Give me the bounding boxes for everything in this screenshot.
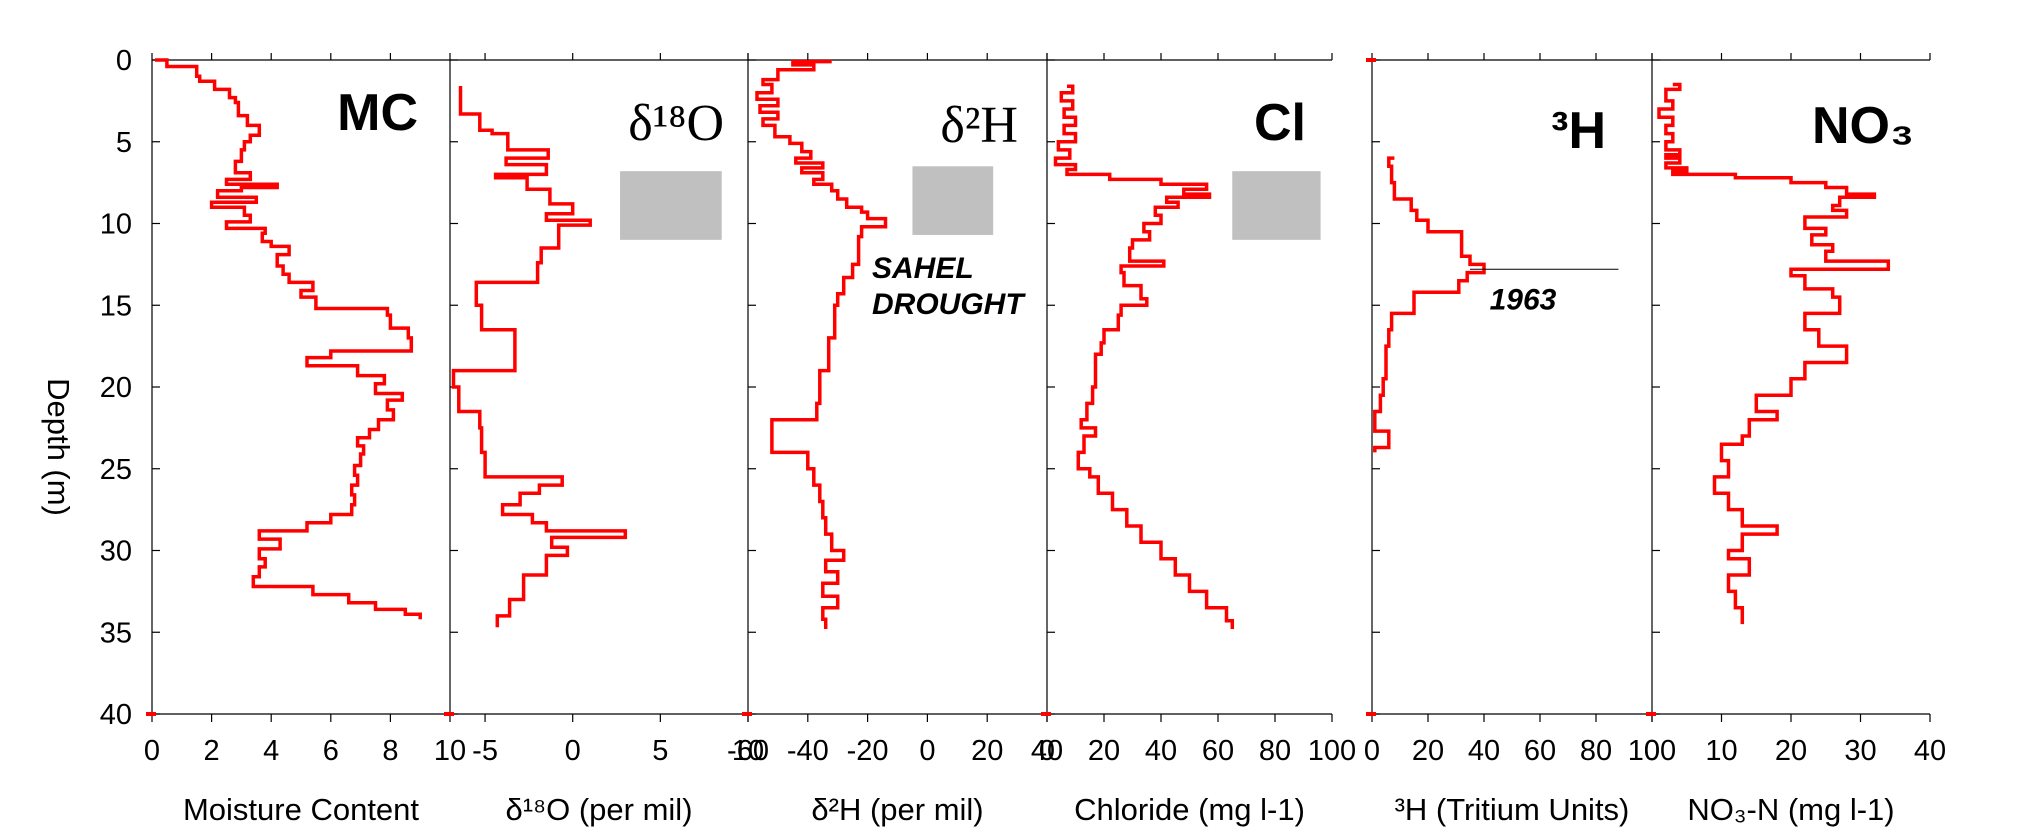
x-axis-title-h3: ³H (Tritium Units) [1395, 792, 1630, 827]
annotation-1963: 1963 [1490, 283, 1557, 316]
x-axis-title-no3: NO₃-N (mg l-1) [1687, 792, 1894, 827]
x-tick-label-h3: 80 [1580, 735, 1612, 767]
x-tick-label-mc: 4 [263, 735, 279, 767]
x-tick-label-h3: 0 [1364, 735, 1380, 767]
panel-title-d2h: δ²H [940, 97, 1018, 154]
profile-line-cl [1053, 84, 1235, 629]
panel-title-cl: Cl [1254, 94, 1306, 152]
x-tick-label-h3: 100 [1628, 735, 1676, 767]
axis-marker-d2h [742, 712, 752, 716]
y-tick-label: 10 [100, 209, 132, 241]
profile-line-d18o [451, 86, 628, 628]
x-tick-label-mc: 6 [323, 735, 339, 767]
x-tick-label-h3: 20 [1412, 735, 1444, 767]
panel-title-no3: NO₃ [1812, 97, 1914, 155]
profile-line-h3 [1373, 156, 1486, 453]
shaded-blocks [620, 166, 1321, 240]
x-tick-label-d2h: -40 [787, 735, 829, 767]
x-tick-label-cl: 100 [1308, 735, 1356, 767]
panel-title-mc: MC [337, 84, 418, 142]
shaded-block-d2h [912, 166, 994, 235]
x-tick-label-mc: 0 [144, 735, 160, 767]
x-tick-label-no3: 30 [1844, 735, 1876, 767]
x-tick-label-h3: 40 [1468, 735, 1500, 767]
x-tick-label-mc: 8 [382, 735, 398, 767]
y-tick-label: 5 [116, 127, 132, 159]
x-tick-label-cl: 20 [1088, 735, 1120, 767]
axes-group [146, 53, 1931, 722]
x-tick-label-d18o: -5 [472, 735, 498, 767]
y-tick-label: 35 [100, 617, 132, 649]
x-tick-label-d2h: -20 [847, 735, 889, 767]
panel-title-h3: ³H [1551, 102, 1606, 160]
axis-marker-mc [146, 712, 156, 716]
x-tick-label-mc: 10 [434, 735, 466, 767]
x-axis-title-mc: Moisture Content [183, 792, 419, 827]
labels-group: 0 2 4 6 8 10 MC Moisture Content -5 0 5 10 δ¹⁸O δ¹⁸O … [41, 45, 1946, 827]
x-tick-label-d2h: 20 [971, 735, 1003, 767]
panel-title-d18o: δ¹⁸O [628, 95, 724, 152]
profiles-group [155, 58, 1891, 629]
axis-marker-no3 [1646, 712, 1656, 716]
x-tick-label-cl: 80 [1259, 735, 1291, 767]
x-tick-label-d2h: 40 [1031, 735, 1063, 767]
x-axis-title-d18o: δ¹⁸O (per mil) [505, 792, 692, 827]
shaded-block-d18o [620, 171, 722, 240]
annotation-sahel: SAHEL [872, 252, 974, 285]
x-tick-label-d2h: 0 [919, 735, 935, 767]
y-axis-title: Depth (m) [41, 378, 76, 516]
x-tick-label-d2h: -60 [727, 735, 769, 767]
axis-marker-cl [1041, 712, 1051, 716]
profile-line-d2h [755, 59, 888, 629]
x-tick-label-cl: 60 [1202, 735, 1234, 767]
x-tick-label-h3: 60 [1524, 735, 1556, 767]
x-tick-label-cl: 40 [1145, 735, 1177, 767]
x-axis-title-d2h: δ²H (per mil) [811, 792, 983, 827]
x-tick-label-cl: 0 [1039, 735, 1055, 767]
profile-line-no3 [1657, 82, 1891, 625]
y-tick-label: 30 [100, 536, 132, 568]
y-tick-label: 15 [100, 290, 132, 322]
shaded-block-cl [1232, 171, 1321, 240]
x-tick-label-d18o: 0 [565, 735, 581, 767]
axis-marker-d18o [444, 712, 454, 716]
x-tick-label-d18o: 10 [732, 735, 764, 767]
y-tick-label: 0 [116, 45, 132, 77]
x-tick-label-mc: 2 [204, 735, 220, 767]
profile-line-mc [155, 58, 422, 620]
x-tick-label-no3: 40 [1914, 735, 1946, 767]
y-tick-label: 25 [100, 454, 132, 486]
axis-marker-h3 [1366, 712, 1376, 716]
y-tick-label: 40 [100, 699, 132, 731]
x-tick-label-d18o: 5 [652, 735, 668, 767]
x-tick-label-no3: 0 [1644, 735, 1660, 767]
annotation-drought: DROUGHT [872, 288, 1026, 321]
y-tick-label: 20 [100, 372, 132, 404]
axis-marker-top-h3 [1366, 58, 1376, 62]
x-tick-label-no3: 20 [1775, 735, 1807, 767]
x-tick-label-no3: 10 [1705, 735, 1737, 767]
x-axis-title-cl: Chloride (mg l-1) [1074, 792, 1305, 827]
